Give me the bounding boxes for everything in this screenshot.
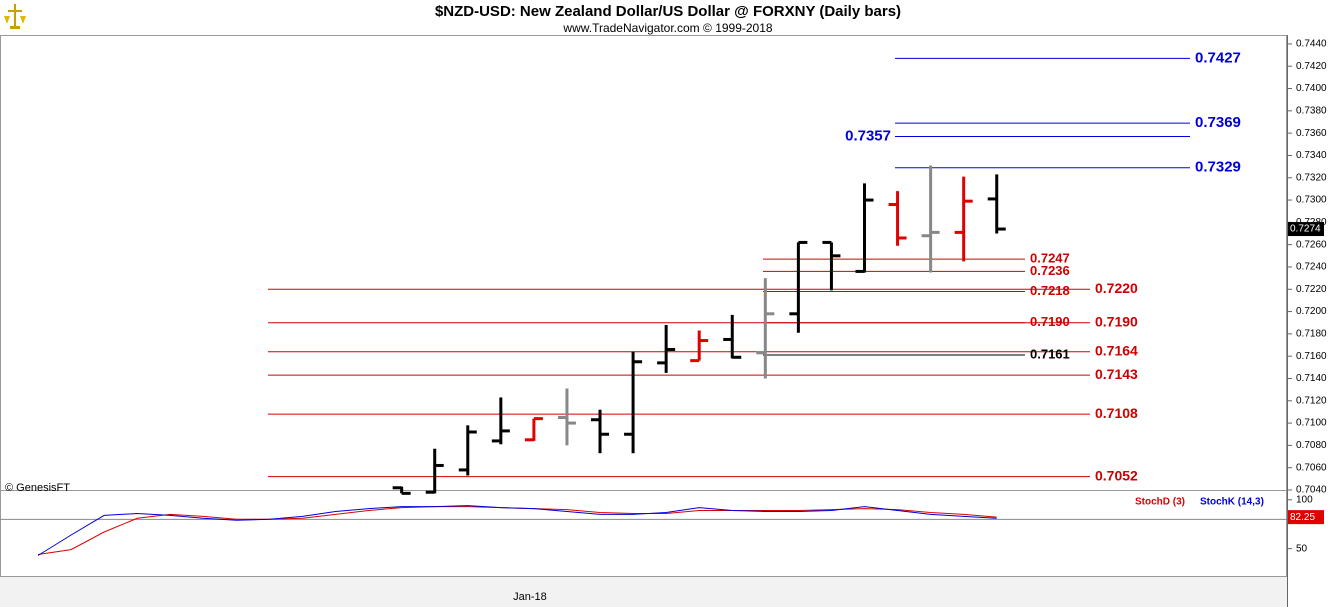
legend-label: StochK (14,3): [1200, 497, 1264, 508]
y-tick-label: 0.7160: [1296, 351, 1327, 362]
y-tick-label: 0.7260: [1296, 239, 1327, 250]
plot-border: [0, 35, 1287, 577]
y-tick-label: 0.7140: [1296, 373, 1327, 384]
y-tick-label: 0.7040: [1296, 485, 1327, 496]
level-label: 0.7190: [1095, 313, 1138, 329]
level-label: 0.7052: [1095, 467, 1138, 483]
y-tick-label: 0.7360: [1296, 128, 1327, 139]
level-label: 0.7220: [1095, 280, 1138, 296]
y-tick-label: 0.7060: [1296, 462, 1327, 473]
level-label: 0.7164: [1095, 342, 1138, 358]
y-tick-label: 0.7180: [1296, 329, 1327, 340]
level-label: 0.7247: [1030, 251, 1070, 266]
level-label: 0.7236: [1030, 263, 1070, 278]
y-tick-label: 0.7340: [1296, 150, 1327, 161]
y-tick-label: 0.7380: [1296, 105, 1327, 116]
last-price-box: [1288, 222, 1324, 237]
last-value-box: [1288, 510, 1324, 525]
y-tick-label: 0.7300: [1296, 195, 1327, 206]
chart-subtitle: www.TradeNavigator.com © 1999-2018: [562, 21, 772, 35]
y-tick-label: 0.7240: [1296, 262, 1327, 273]
last-price-label: 0.7274: [1290, 224, 1321, 235]
level-label: 0.7357: [845, 127, 891, 144]
y-tick-label: 50: [1296, 543, 1308, 554]
logo: [4, 4, 26, 29]
y-tick-label: 0.7400: [1296, 83, 1327, 94]
y-tick-label: 0.7120: [1296, 395, 1327, 406]
level-label: 0.7143: [1095, 366, 1138, 382]
y-tick-label: 100: [1296, 494, 1313, 505]
level-label: 0.7218: [1030, 283, 1070, 298]
level-label: 0.7108: [1095, 405, 1138, 421]
legend-label: StochD (3): [1135, 497, 1185, 508]
y-tick-label: 0.7420: [1296, 61, 1327, 72]
source-note: © GenesisFT: [5, 482, 70, 494]
x-axis-strip: [0, 577, 1287, 607]
stoch-line: [37, 505, 997, 556]
y-tick-label: 0.7320: [1296, 172, 1327, 183]
x-tick-label: Jan-18: [513, 591, 547, 603]
y-tick-label: 0.7100: [1296, 418, 1327, 429]
chart-title: $NZD-USD: New Zealand Dollar/US Dollar @…: [435, 3, 901, 20]
level-label: 0.7161: [1030, 346, 1070, 361]
level-label: 0.7190: [1030, 314, 1070, 329]
y-tick-label: 0.7080: [1296, 440, 1327, 451]
level-label: 0.7369: [1195, 114, 1241, 131]
last-value-label: 82.25: [1290, 512, 1315, 523]
y-tick-label: 0.7200: [1296, 306, 1327, 317]
y-tick-label: 0.7440: [1296, 39, 1327, 50]
y-tick-label: 0.7220: [1296, 284, 1327, 295]
level-label: 0.7427: [1195, 49, 1241, 66]
level-label: 0.7329: [1195, 159, 1241, 176]
